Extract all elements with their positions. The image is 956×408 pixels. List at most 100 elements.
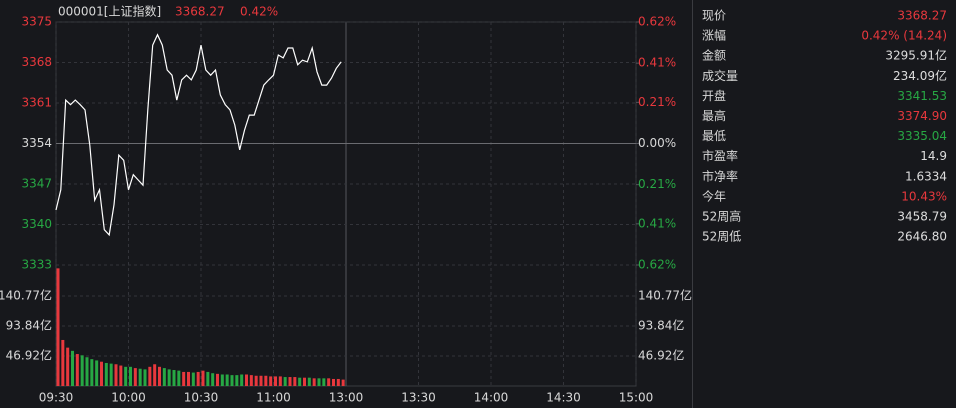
volume-bar (90, 359, 94, 386)
volume-bar (201, 370, 205, 386)
volume-bar (336, 378, 340, 386)
volume-tick-label: 140.77亿 (638, 287, 692, 302)
volume-bar (56, 268, 60, 386)
volume-bar (254, 375, 258, 386)
info-value: 3368.27 (897, 9, 947, 23)
x-tick-label: 14:30 (546, 391, 581, 405)
volume-bar (322, 378, 326, 386)
y2-tick-label: 0.41% (638, 56, 676, 70)
volume-bar (133, 368, 137, 386)
volume-bar (182, 371, 186, 386)
x-tick-label: 09:30 (39, 391, 74, 405)
volume-bar (196, 371, 200, 386)
volume-bar (109, 363, 113, 386)
info-value: 2646.80 (897, 230, 947, 244)
info-value: 1.6334 (905, 169, 947, 183)
volume-bar (288, 377, 292, 386)
volume-bar (235, 375, 239, 386)
volume-bar (119, 365, 123, 386)
volume-bar (162, 368, 166, 386)
volume-bar (114, 364, 118, 386)
info-label: 今年 (702, 188, 726, 203)
y2-tick-label: 0.21% (638, 177, 676, 191)
info-label: 市净率 (702, 168, 738, 183)
y-tick-label: 3347 (21, 177, 52, 191)
volume-bar (249, 375, 253, 386)
y2-tick-label: 0.00% (638, 136, 676, 150)
y2-tick-label: 0.62% (638, 258, 676, 272)
info-value: 234.09亿 (893, 68, 947, 83)
y-tick-label: 3340 (21, 217, 52, 231)
volume-bar (191, 372, 195, 386)
volume-bar (312, 378, 316, 386)
volume-bar (269, 376, 273, 386)
volume-bar (143, 369, 147, 386)
volume-bar (158, 366, 161, 386)
y-tick-label: 3361 (21, 96, 52, 110)
volume-bar (230, 375, 234, 386)
volume-bar (206, 371, 210, 386)
volume-bar (341, 379, 345, 386)
y-tick-label: 3368 (21, 55, 52, 69)
info-value: 0.42% (14.24) (861, 29, 947, 43)
quote-code: 000001[上证指数] (58, 4, 161, 19)
volume-bar (332, 378, 335, 386)
volume-bar (167, 369, 171, 386)
quote-change: 0.42% (240, 5, 278, 19)
volume-tick-label: 93.84亿 (6, 318, 52, 333)
info-label: 现价 (702, 9, 726, 23)
y-tick-label: 3333 (21, 258, 52, 272)
volume-bar (104, 362, 108, 386)
x-tick-label: 10:30 (184, 391, 219, 405)
volume-bar (220, 374, 224, 386)
info-value: 3458.79 (897, 210, 947, 224)
volume-bar (75, 354, 79, 386)
volume-bar (138, 368, 142, 386)
x-tick-label: 11:00 (256, 391, 291, 405)
info-label: 开盘 (702, 88, 726, 103)
volume-bar (61, 339, 65, 386)
x-tick-label: 10:00 (111, 391, 146, 405)
x-tick-label: 15:00 (619, 391, 654, 405)
volume-bar (85, 357, 89, 386)
volume-bar (211, 373, 215, 386)
x-tick-label: 13:00 (329, 391, 364, 405)
volume-tick-label: 46.92亿 (638, 348, 684, 363)
volume-bar (303, 377, 306, 386)
info-value: 3335.04 (897, 129, 947, 143)
volume-bar (124, 366, 128, 386)
volume-tick-label: 46.92亿 (6, 348, 52, 363)
volume-bar (327, 378, 331, 386)
info-label: 52周高 (702, 209, 741, 224)
volume-bar (240, 374, 244, 386)
volume-bar (293, 377, 297, 386)
volume-bar (148, 366, 152, 386)
volume-bar (172, 370, 176, 386)
info-label: 52周低 (702, 230, 741, 244)
info-label: 市盈率 (702, 148, 738, 163)
volume-bar (225, 374, 229, 386)
volume-tick-label: 140.77亿 (0, 287, 52, 302)
y2-tick-label: 0.62% (638, 15, 676, 29)
x-tick-label: 13:30 (401, 391, 436, 405)
volume-bar (66, 347, 70, 386)
volume-bar (71, 350, 74, 386)
volume-bar (307, 377, 311, 386)
y2-tick-label: 0.21% (638, 95, 676, 109)
y-tick-label: 3375 (21, 15, 52, 29)
y-tick-label: 3354 (21, 136, 52, 150)
info-value: 3341.53 (897, 89, 947, 103)
volume-bar (278, 376, 282, 386)
info-value: 3374.90 (897, 109, 947, 123)
volume-bar (80, 355, 84, 386)
volume-bar (264, 375, 268, 386)
x-tick-label: 14:00 (474, 391, 509, 405)
info-value: 3295.91亿 (885, 48, 947, 63)
info-label: 最高 (702, 108, 726, 123)
volume-bar (298, 377, 302, 386)
info-label: 金额 (702, 48, 726, 63)
volume-bar (283, 377, 287, 386)
